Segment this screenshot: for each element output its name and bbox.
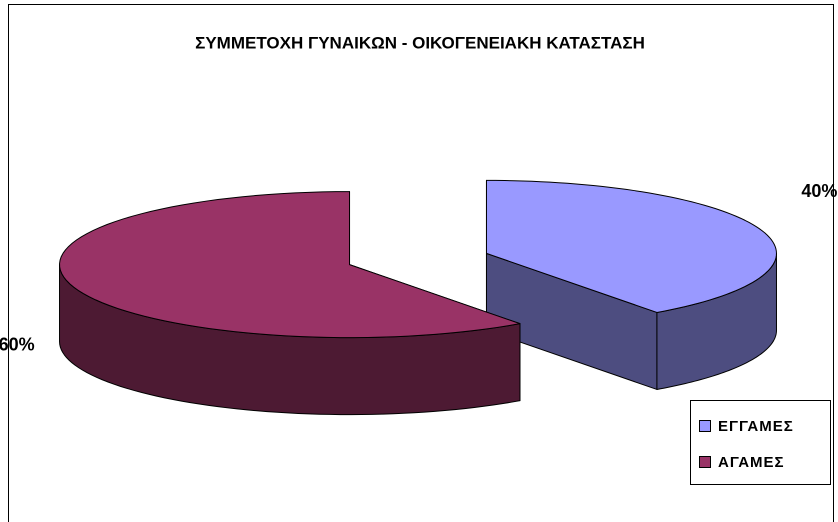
legend-swatch bbox=[699, 456, 711, 468]
legend bbox=[690, 400, 831, 485]
slice bbox=[59, 191, 521, 339]
legend-swatch bbox=[699, 420, 711, 432]
legend-label: ΑΓΑΜΕΣ bbox=[718, 454, 785, 471]
data-label: 40% bbox=[801, 181, 837, 201]
slice bbox=[485, 179, 777, 313]
legend-label: ΕΓΓΑΜΕΣ bbox=[718, 418, 794, 435]
tops bbox=[59, 179, 777, 339]
chart-title: ΣΥΜΜΕΤΟΧΗ ΓΥΝΑΙΚΩΝ - ΟΙΚΟΓΕΝΕΙΑΚΗ ΚΑΤΑΣΤ… bbox=[195, 33, 645, 52]
data-label: 60% bbox=[0, 334, 35, 354]
